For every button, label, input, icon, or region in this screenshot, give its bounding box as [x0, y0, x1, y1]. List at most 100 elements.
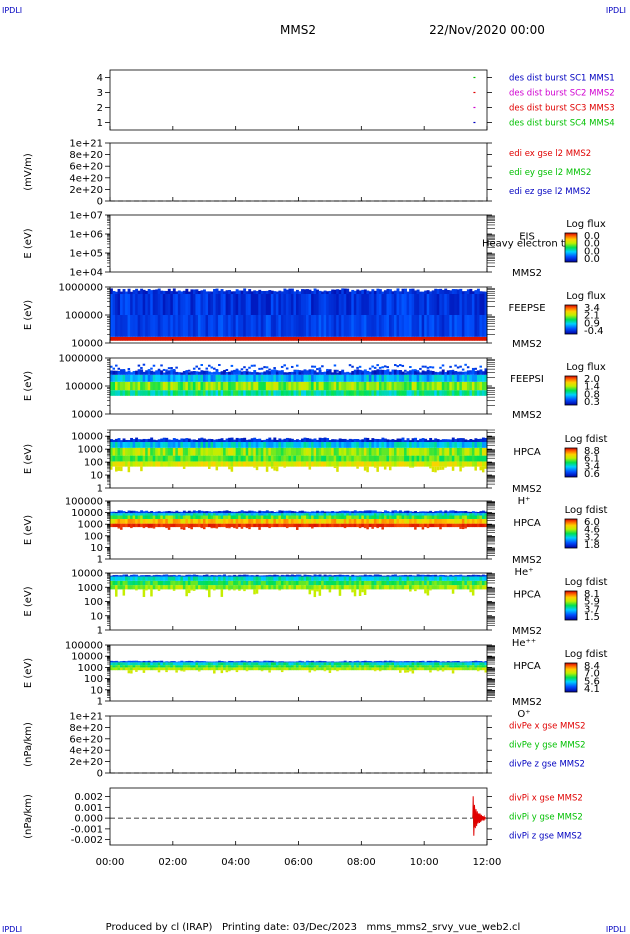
heatmap-cell	[223, 580, 227, 586]
heatmap-cell	[258, 461, 262, 467]
heatmap-cell	[399, 447, 402, 456]
heatmap-cell	[358, 369, 362, 375]
heatmap-cell	[160, 513, 164, 516]
heatmap-cell	[388, 390, 392, 396]
heatmap-cell	[411, 442, 415, 448]
heatmap-cell	[444, 513, 448, 516]
heatmap-cell	[321, 513, 325, 516]
heatmap-cell	[424, 336, 428, 341]
heatmap-cell	[218, 523, 221, 528]
heatmap-cell	[192, 371, 196, 375]
heatmap-cell	[127, 670, 131, 674]
heatmap-cell	[449, 447, 453, 456]
heatmap-cell	[348, 364, 352, 367]
heatmap-cell	[142, 442, 146, 448]
heatmap-cell	[399, 576, 402, 581]
heatmap-cell	[135, 370, 139, 375]
heatmap-cell	[135, 390, 139, 396]
heatmap-cell	[230, 661, 234, 663]
heatmap-cell	[424, 381, 428, 391]
heatmap-cell	[263, 290, 267, 294]
heatmap-cell	[270, 455, 274, 462]
heatmap-cell	[368, 374, 372, 382]
heatmap-cell	[250, 513, 254, 516]
heatmap-cell	[182, 461, 186, 467]
heatmap-cell	[253, 374, 257, 382]
heatmap-cell	[298, 662, 302, 666]
heatmap-cell	[177, 447, 181, 456]
heatmap-cell	[381, 576, 385, 581]
heatmap-cell	[464, 580, 468, 586]
heatmap-cell	[142, 580, 146, 586]
heatmap-cell	[481, 374, 485, 382]
heatmap-cell	[336, 439, 340, 443]
heatmap-cell	[220, 374, 224, 382]
heatmap-cell	[429, 294, 433, 315]
heatmap-cell	[323, 442, 327, 448]
heatmap-cell	[336, 518, 340, 524]
heatmap-cell	[378, 369, 382, 375]
heatmap-cell	[205, 580, 209, 586]
y-tick-label: 0.001	[74, 803, 103, 814]
heatmap-cell	[373, 290, 377, 294]
heatmap-cell	[240, 461, 244, 467]
heatmap-cell	[353, 523, 357, 528]
heatmap-cell	[160, 390, 164, 396]
heatmap-cell	[396, 513, 400, 516]
heatmap-cell	[233, 665, 237, 668]
heatmap-cell	[197, 576, 201, 581]
heatmap-cell	[202, 515, 206, 519]
heatmap-cell	[250, 461, 254, 467]
heatmap-cell	[248, 527, 251, 530]
heatmap-cell	[283, 585, 287, 590]
heatmap-cell	[338, 390, 342, 396]
heatmap-cell	[275, 439, 279, 443]
heatmap-cell	[409, 466, 412, 468]
heatmap-cell	[303, 662, 307, 666]
heatmap-cell	[411, 369, 415, 375]
heatmap-cell	[147, 461, 151, 467]
heatmap-cell	[311, 447, 314, 456]
heatmap-cell	[142, 585, 146, 590]
heatmap-cell	[484, 390, 488, 396]
heatmap-cell	[268, 518, 272, 524]
heatmap-cell	[208, 661, 211, 663]
heatmap-cell	[396, 515, 400, 519]
heatmap-cell	[165, 580, 169, 586]
heatmap-cell	[172, 455, 176, 462]
heatmap-cell	[461, 580, 465, 586]
heatmap-cell	[192, 442, 196, 448]
heatmap-cell	[293, 511, 297, 514]
heatmap-cell	[190, 374, 194, 382]
heatmap-cell	[225, 461, 229, 467]
heatmap-cell	[200, 585, 204, 590]
heatmap-cell	[336, 289, 340, 294]
heatmap-cell	[293, 580, 297, 586]
heatmap-cell	[341, 390, 345, 396]
heatmap-cell	[240, 442, 244, 448]
heatmap-cell	[290, 518, 294, 524]
heatmap-cell	[351, 511, 355, 514]
heatmap-cell	[376, 527, 379, 529]
heatmap-cell	[165, 515, 169, 519]
heatmap-cell	[160, 665, 164, 668]
heatmap-cell	[270, 374, 274, 382]
heatmap-cell	[301, 294, 304, 315]
heatmap-cell	[187, 291, 191, 294]
heatmap-cell	[439, 515, 443, 519]
heatmap-cell	[316, 439, 319, 443]
heatmap-cell	[429, 336, 433, 341]
heatmap-cell	[454, 667, 458, 671]
heatmap-cell	[180, 390, 184, 396]
heatmap-cell	[213, 367, 216, 370]
heatmap-cell	[479, 575, 483, 577]
heatmap-cell	[180, 670, 183, 672]
heatmap-cell	[228, 315, 232, 337]
heatmap-cell	[255, 442, 259, 448]
heatmap-cell	[167, 461, 171, 467]
heatmap-cell	[484, 515, 488, 519]
heatmap-cell	[243, 336, 247, 341]
heatmap-cell	[293, 665, 297, 668]
heatmap-cell	[301, 390, 304, 396]
heatmap-cell	[170, 455, 174, 462]
